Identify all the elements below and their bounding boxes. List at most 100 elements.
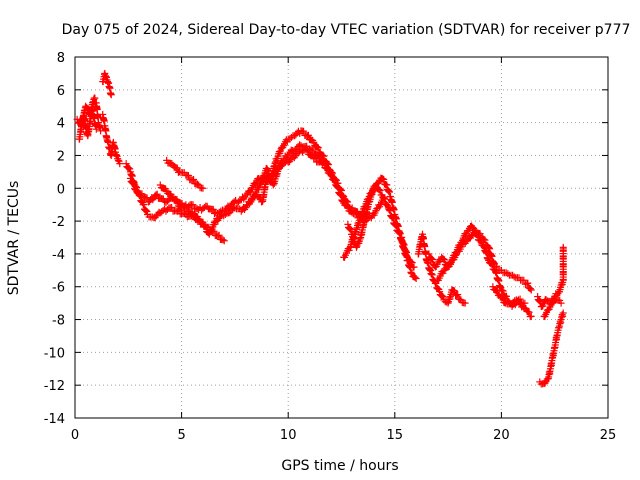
data-series-track-15 bbox=[433, 226, 535, 294]
y-tick-label: -4 bbox=[52, 248, 65, 263]
data-point bbox=[534, 293, 542, 301]
data-point-trail bbox=[304, 131, 317, 144]
data-point bbox=[344, 220, 352, 228]
y-tick-label: 4 bbox=[57, 117, 65, 132]
data-point bbox=[271, 158, 279, 166]
data-point bbox=[404, 253, 412, 261]
data-point bbox=[331, 178, 339, 186]
data-series-track-12 bbox=[348, 194, 388, 226]
data-point-trail bbox=[491, 268, 505, 292]
data-point bbox=[372, 181, 380, 189]
data-point-trail bbox=[188, 201, 201, 213]
data-point-trail bbox=[349, 207, 361, 216]
data-point bbox=[412, 275, 420, 283]
data-point-trail bbox=[123, 163, 134, 173]
plot-frame bbox=[74, 56, 609, 419]
data-point bbox=[410, 263, 418, 271]
data-point-trail bbox=[392, 221, 404, 242]
y-tick-label: -10 bbox=[44, 346, 65, 361]
data-point-trail bbox=[405, 256, 417, 271]
data-point-trail bbox=[353, 235, 364, 250]
data-series-track-9 bbox=[246, 145, 326, 206]
data-series-track-16 bbox=[489, 283, 529, 310]
data-point bbox=[514, 296, 522, 304]
data-point bbox=[116, 160, 124, 168]
data-point bbox=[436, 288, 444, 296]
data-point-trail bbox=[213, 206, 227, 217]
data-point bbox=[527, 312, 535, 320]
data-point-trail bbox=[101, 124, 111, 141]
data-series-track-19 bbox=[540, 296, 565, 321]
data-series-track-18 bbox=[536, 309, 567, 388]
ticks: 0 5 10 15 20 25 -14 -12 -10 -8 -6 -4 -2 0 2 4 6 8 bbox=[44, 51, 617, 443]
data-point-trail bbox=[368, 205, 381, 220]
data-point bbox=[557, 299, 565, 307]
data-point bbox=[510, 273, 518, 281]
y-tick-label: 6 bbox=[57, 84, 65, 99]
data-point bbox=[502, 299, 510, 307]
data-point-trail bbox=[512, 274, 523, 282]
data-point-trail bbox=[419, 233, 431, 264]
data-point bbox=[310, 138, 318, 146]
data-point bbox=[527, 286, 535, 294]
data-point bbox=[521, 299, 529, 307]
y-tick-label: 2 bbox=[57, 149, 65, 164]
data-series-track-7 bbox=[163, 156, 207, 192]
data-point-trail bbox=[341, 245, 353, 261]
data-series-track-3 bbox=[99, 69, 115, 99]
data-point bbox=[188, 176, 196, 184]
data-point bbox=[126, 174, 134, 182]
data-point bbox=[220, 237, 228, 245]
data-point-trail bbox=[551, 334, 561, 351]
y-tick-label: -8 bbox=[52, 314, 65, 329]
data-point bbox=[559, 243, 567, 251]
data-point bbox=[199, 184, 207, 192]
data-point-trail bbox=[323, 164, 338, 184]
data-point bbox=[559, 309, 567, 317]
data-point-trail bbox=[436, 291, 447, 301]
data-point bbox=[461, 299, 469, 307]
data-point-trail bbox=[153, 190, 167, 203]
data-point-trail bbox=[215, 231, 227, 244]
x-tick-label: 15 bbox=[387, 428, 404, 443]
data-point bbox=[318, 160, 326, 168]
data-point-trail bbox=[247, 175, 261, 196]
y-axis-label: SDTVAR / TECUs bbox=[6, 181, 22, 296]
x-tick-label: 20 bbox=[493, 428, 510, 443]
data-point bbox=[122, 160, 130, 168]
y-tick-label: -2 bbox=[52, 215, 65, 230]
data-point-trail bbox=[221, 200, 236, 214]
x-tick-label: 5 bbox=[177, 428, 185, 443]
data-point-trail bbox=[481, 246, 492, 263]
x-tick-label: 25 bbox=[600, 428, 617, 443]
data-point-trail bbox=[359, 195, 373, 213]
data-point-trail bbox=[281, 146, 295, 162]
data-point-trail bbox=[485, 244, 499, 268]
data-point-trail bbox=[356, 212, 368, 226]
x-tick-label: 10 bbox=[280, 428, 297, 443]
x-tick-label: 0 bbox=[71, 428, 79, 443]
data-point bbox=[182, 204, 190, 212]
data-point-trail bbox=[347, 228, 360, 251]
grid bbox=[75, 57, 608, 418]
data-point-trail bbox=[555, 278, 567, 296]
x-axis-label: GPS time / hours bbox=[281, 458, 398, 474]
data-point-trail bbox=[106, 83, 115, 98]
data-point bbox=[214, 232, 222, 240]
y-tick-label: -14 bbox=[44, 412, 65, 427]
data-point-trail bbox=[157, 184, 170, 193]
data-point-trail bbox=[272, 145, 285, 165]
chart-title: Day 075 of 2024, Sidereal Day-to-day VTE… bbox=[62, 22, 631, 38]
data-point bbox=[365, 192, 373, 200]
y-tick-label: -6 bbox=[52, 281, 65, 296]
data-point-trail bbox=[141, 193, 152, 206]
data-point-trail bbox=[460, 234, 472, 247]
data-point bbox=[491, 263, 499, 271]
data-point bbox=[92, 125, 100, 133]
y-tick-label: 8 bbox=[57, 51, 65, 66]
data-point-trail bbox=[145, 213, 156, 221]
data-point bbox=[107, 91, 115, 99]
data-point bbox=[391, 220, 399, 228]
